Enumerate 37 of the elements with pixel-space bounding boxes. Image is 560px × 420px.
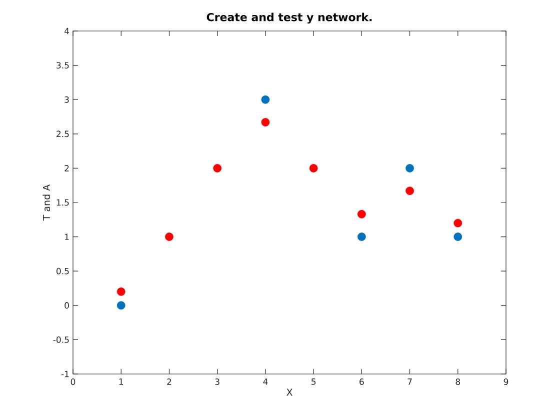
x-axis-title: X bbox=[286, 388, 292, 396]
x-tick-label: 5 bbox=[312, 378, 316, 385]
point bbox=[406, 186, 414, 196]
y-tick-label: 4 bbox=[64, 28, 70, 34]
x-tick-label: 3 bbox=[215, 378, 220, 385]
point bbox=[309, 164, 318, 172]
x-tick-label: 9 bbox=[504, 378, 508, 385]
x-tick-label: 8 bbox=[456, 378, 460, 385]
point bbox=[261, 118, 270, 126]
point bbox=[357, 232, 366, 241]
point bbox=[165, 232, 174, 241]
x-tick-label: 1 bbox=[119, 378, 124, 385]
x-tick-label: 6 bbox=[360, 378, 364, 385]
x-tick-label: 0 bbox=[70, 378, 76, 385]
point bbox=[454, 232, 462, 241]
y-tick-label: -1 bbox=[61, 370, 69, 378]
y-tick-label: 0.5 bbox=[56, 268, 69, 274]
chart-title: Create and test y network. bbox=[206, 12, 372, 24]
point bbox=[213, 164, 222, 172]
y-tick-label: 2.5 bbox=[56, 130, 69, 138]
point bbox=[116, 301, 126, 310]
x-tick-label: 2 bbox=[167, 378, 172, 385]
x-tick-label: 7 bbox=[408, 378, 412, 385]
point bbox=[116, 287, 126, 296]
y-tick-label: 3 bbox=[64, 96, 69, 103]
point bbox=[261, 95, 270, 104]
y-tick-label: 0 bbox=[64, 302, 69, 309]
point bbox=[454, 218, 462, 228]
y-tick-label: 1 bbox=[65, 234, 69, 240]
y-tick-label: 1.5 bbox=[56, 199, 69, 206]
x-tick-label: 4 bbox=[263, 378, 268, 385]
y-tick-label: 3.5 bbox=[56, 62, 69, 69]
point bbox=[406, 164, 414, 172]
point bbox=[357, 210, 366, 218]
y-axis-title: T and A bbox=[42, 184, 50, 221]
y-tick-label: -0.5 bbox=[53, 336, 69, 343]
y-tick-label: 2 bbox=[64, 165, 69, 172]
